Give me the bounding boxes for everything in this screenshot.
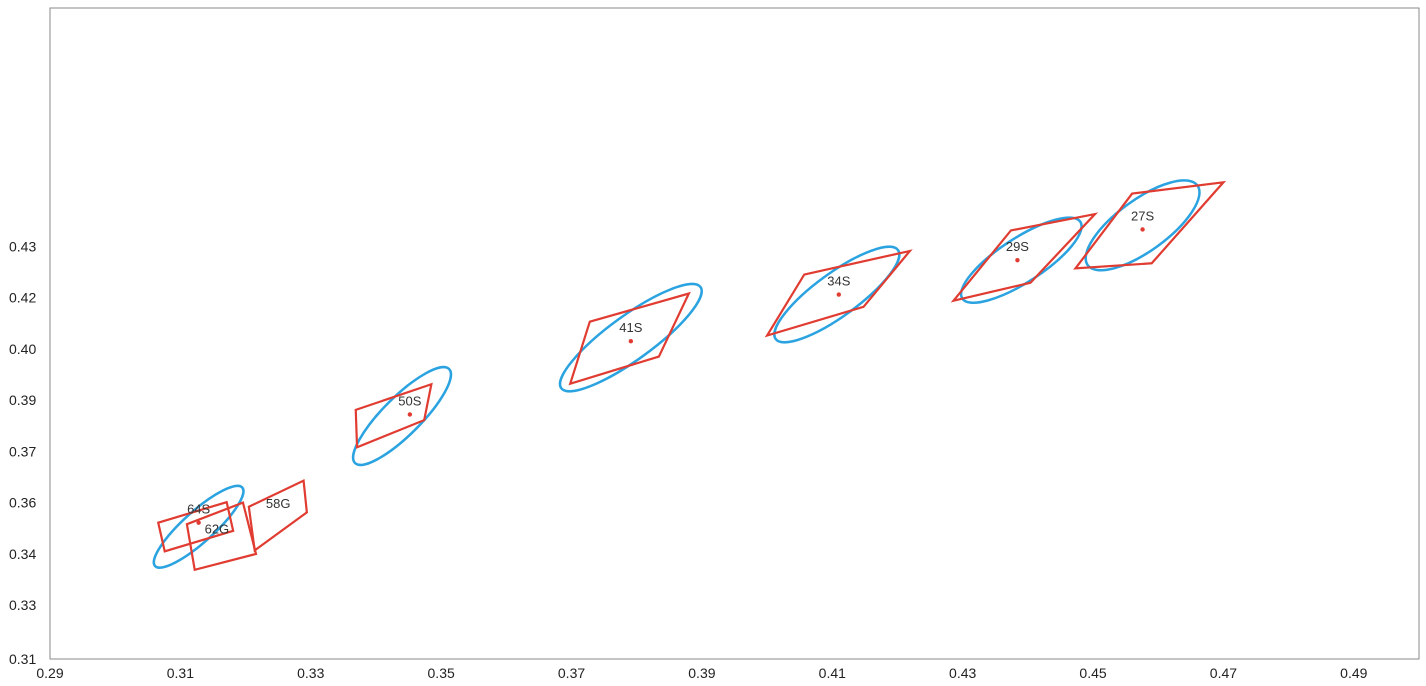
x-tick-label: 0.39 [688, 665, 715, 681]
center-point [407, 412, 413, 417]
y-axis-ticks: 0.31 0.33 0.34 0.36 0.37 0.39 0.40 0.42 0.43 [9, 238, 36, 667]
center-point [196, 520, 201, 525]
region-label: 58G [266, 496, 291, 511]
x-tick-label: 0.31 [167, 665, 194, 681]
x-tick-label: 0.47 [1210, 665, 1237, 681]
x-tick-label: 0.29 [36, 665, 63, 681]
region-quadrilateral [156, 500, 235, 553]
region-label: 34S [827, 274, 850, 289]
confidence-ellipse [351, 365, 453, 467]
region-41s: 41S [558, 282, 703, 393]
region-50s: 50S [351, 365, 453, 467]
x-tick-label: 0.37 [558, 665, 585, 681]
region-29s: 29S [950, 212, 1099, 305]
y-tick-label: 0.33 [9, 597, 36, 613]
x-axis-ticks: 0.29 0.31 0.33 0.35 0.37 0.39 0.41 0.43 0.45 0.47… [36, 665, 1367, 681]
center-point [628, 338, 634, 344]
x-tick-label: 0.45 [1079, 665, 1106, 681]
confidence-ellipse [558, 282, 703, 393]
region-62g: 62G [185, 501, 258, 572]
region-quadrilateral [185, 501, 258, 572]
y-tick-label: 0.34 [9, 546, 36, 562]
region-27s: 27S [1073, 179, 1227, 272]
region-quadrilateral [764, 249, 913, 338]
region-58g: 58G [247, 478, 309, 553]
region-quadrilateral [568, 291, 691, 386]
region-label: 50S [398, 393, 421, 408]
y-tick-label: 0.37 [9, 443, 36, 459]
regions-layer: 64S 62G 58G 50S 41S 34S 29S 27S [152, 179, 1227, 572]
y-tick-label: 0.36 [9, 495, 36, 511]
region-quadrilateral [1073, 180, 1227, 270]
plot-frame [49, 7, 1420, 660]
region-quadrilateral [950, 212, 1099, 303]
region-label: 62G [205, 522, 230, 537]
y-tick-label: 0.43 [9, 238, 36, 254]
region-64s: 64S [152, 484, 245, 569]
y-tick-label: 0.39 [9, 392, 36, 408]
region-label: 27S [1131, 208, 1154, 223]
x-tick-label: 0.41 [819, 665, 846, 681]
y-tick-label: 0.40 [9, 341, 36, 357]
center-point [836, 292, 842, 297]
region-quadrilateral [354, 382, 433, 449]
x-tick-label: 0.43 [949, 665, 976, 681]
region-label: 41S [619, 320, 642, 335]
y-tick-label: 0.31 [9, 651, 36, 667]
region-quadrilateral [247, 478, 309, 553]
x-tick-label: 0.33 [297, 665, 324, 681]
region-label: 29S [1006, 239, 1029, 254]
center-point [1140, 227, 1145, 232]
y-tick-label: 0.42 [9, 290, 36, 306]
center-point [1015, 257, 1020, 263]
x-tick-label: 0.49 [1340, 665, 1367, 681]
x-tick-label: 0.35 [428, 665, 455, 681]
region-label: 64S [187, 502, 210, 517]
region-34s: 34S [764, 245, 913, 344]
